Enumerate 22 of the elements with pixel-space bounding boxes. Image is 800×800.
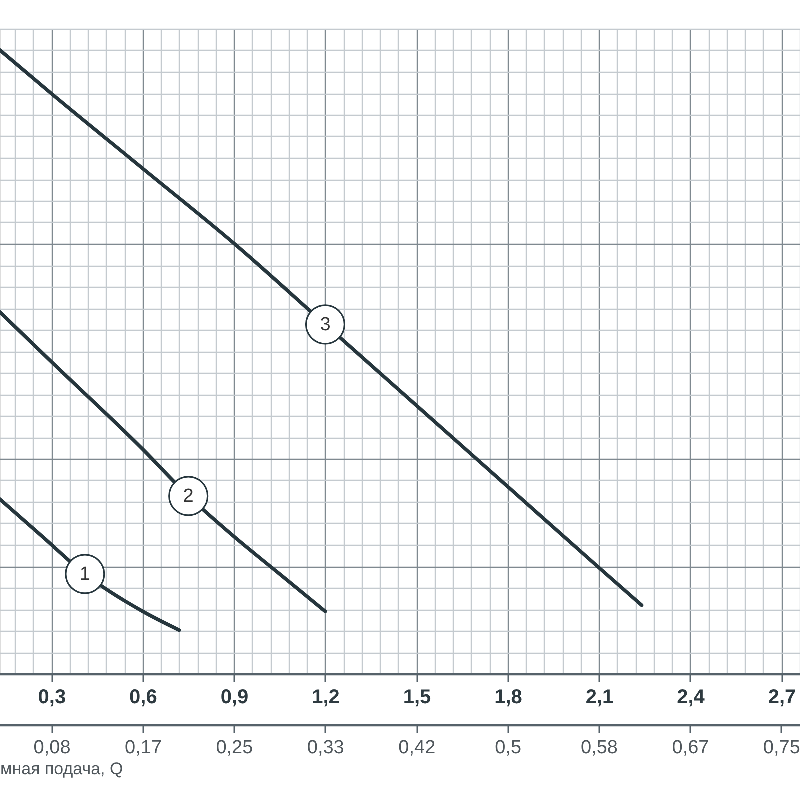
x2-tick-label: 0,58	[580, 738, 618, 758]
series-label: 2	[183, 486, 194, 508]
x-tick-label: 2,1	[586, 686, 614, 708]
x2-tick-label: 0,25	[216, 738, 254, 758]
x2-tick-label: 0,17	[125, 738, 162, 758]
x2-tick-label: 0,33	[307, 738, 344, 758]
x-tick-label: 0,9	[220, 686, 249, 708]
series-label: 1	[80, 564, 90, 586]
x-tick-label: 0,3	[38, 686, 66, 708]
x-tick-label: 1,8	[494, 686, 522, 708]
x2-tick-label: 0,08	[34, 738, 71, 758]
x2-tick-label: 0,5	[495, 738, 522, 758]
x-tick-label: 0,6	[130, 686, 158, 708]
x2-tick-label: 0,75	[763, 738, 800, 758]
series-label: 3	[320, 314, 331, 336]
x-tick-label: 1,5	[403, 686, 432, 708]
x-tick-label: 2,4	[677, 686, 706, 708]
x-axis-title: мная подача, Q	[0, 760, 124, 778]
x2-tick-label: 0,67	[672, 738, 710, 758]
x2-tick-label: 0,42	[398, 738, 436, 758]
x-tick-label: 1,2	[312, 686, 340, 708]
x-tick-label: 2,7	[768, 686, 796, 708]
